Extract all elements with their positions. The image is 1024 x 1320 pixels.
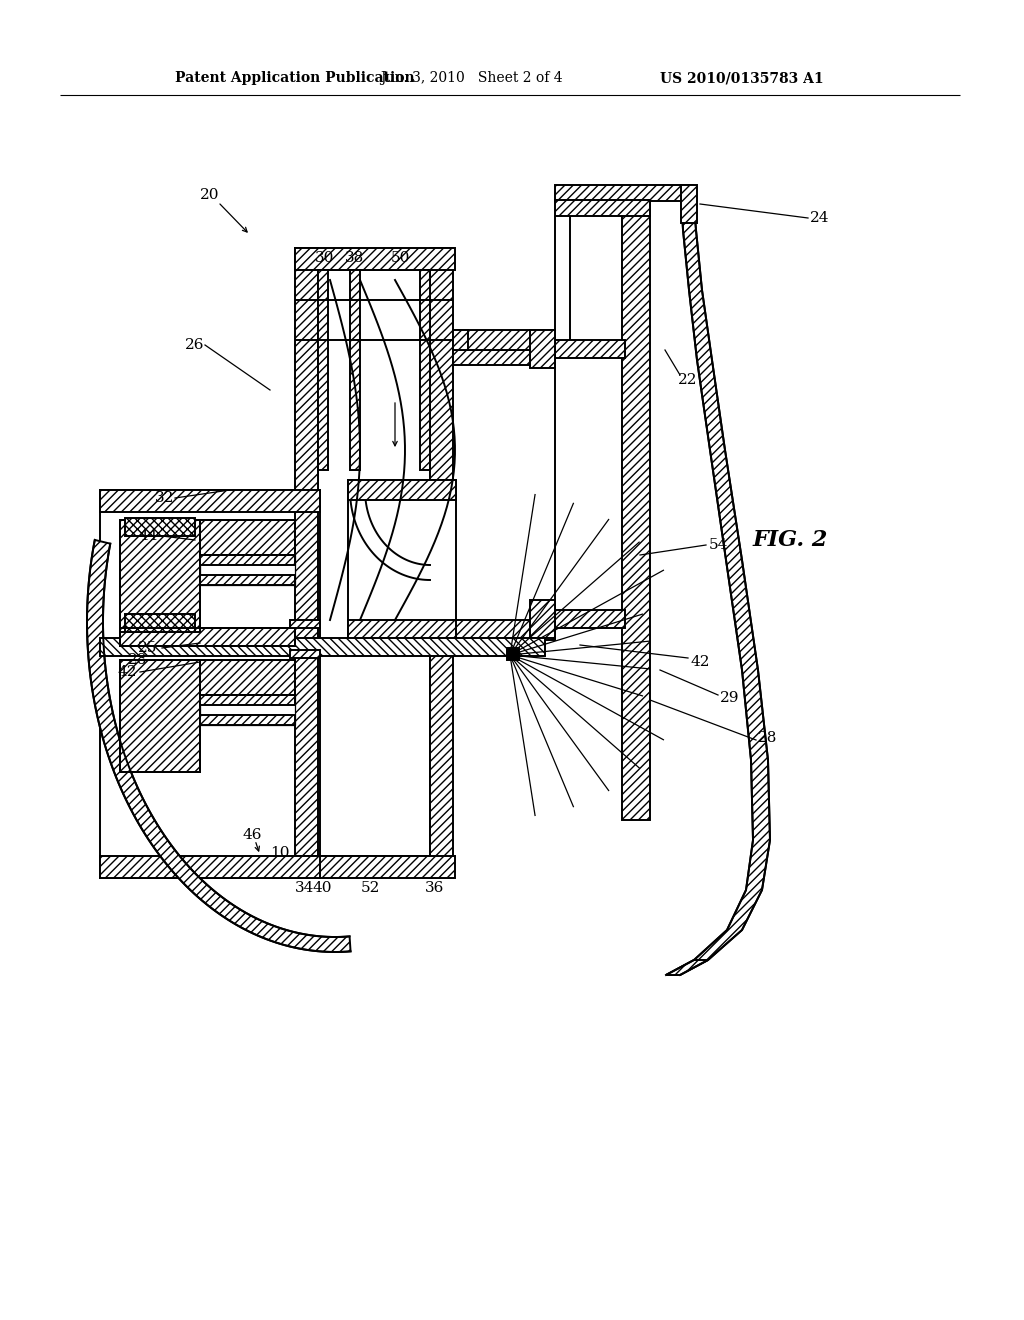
Bar	[530, 601, 555, 638]
Bar	[100, 855, 319, 878]
Text: 50: 50	[390, 251, 410, 265]
Bar	[200, 660, 295, 696]
Bar	[290, 649, 319, 657]
Text: 32: 32	[156, 491, 175, 506]
Bar	[348, 620, 456, 640]
Text: 52: 52	[360, 880, 380, 895]
Bar	[120, 628, 295, 645]
Bar	[200, 554, 295, 565]
Text: 10: 10	[270, 846, 290, 861]
Text: 36: 36	[425, 880, 444, 895]
Bar	[453, 350, 555, 366]
Text: 26: 26	[185, 338, 205, 352]
Bar	[420, 271, 430, 470]
Bar	[295, 248, 455, 271]
Text: 44: 44	[138, 529, 158, 543]
Bar	[681, 185, 697, 223]
Bar	[453, 330, 555, 350]
Bar	[120, 520, 200, 632]
Bar	[348, 480, 456, 500]
Text: 22: 22	[678, 374, 697, 387]
Bar	[530, 330, 555, 368]
Bar	[555, 201, 650, 216]
Bar	[200, 554, 295, 585]
Text: US 2010/0135783 A1: US 2010/0135783 A1	[660, 71, 823, 84]
Bar	[100, 490, 319, 878]
Bar	[318, 271, 328, 470]
Bar	[120, 660, 200, 772]
Text: 24: 24	[810, 211, 829, 224]
Text: 29: 29	[720, 690, 739, 705]
Bar	[555, 185, 693, 201]
Text: 30: 30	[315, 251, 335, 265]
Bar	[348, 480, 456, 640]
Text: 20: 20	[201, 187, 220, 202]
Bar	[200, 520, 295, 554]
Bar	[453, 620, 555, 640]
Bar	[200, 660, 295, 696]
Polygon shape	[666, 193, 770, 975]
Bar	[507, 648, 519, 660]
Bar	[453, 330, 468, 350]
Bar	[120, 660, 200, 772]
Bar	[200, 520, 295, 554]
Text: 28: 28	[759, 731, 777, 744]
Text: 28: 28	[128, 653, 147, 667]
Text: 42: 42	[118, 665, 137, 678]
Text: 46: 46	[243, 828, 262, 842]
Text: Jun. 3, 2010   Sheet 2 of 4: Jun. 3, 2010 Sheet 2 of 4	[380, 71, 562, 84]
Bar	[125, 614, 195, 632]
Text: 40: 40	[312, 880, 332, 895]
Text: Patent Application Publication: Patent Application Publication	[175, 71, 415, 84]
Bar	[295, 248, 318, 878]
Bar	[200, 715, 295, 725]
Text: 34: 34	[295, 880, 314, 895]
Bar	[350, 271, 360, 470]
Bar	[200, 696, 295, 705]
Bar	[100, 638, 545, 656]
Bar	[555, 341, 625, 358]
Text: 42: 42	[690, 655, 710, 669]
Bar	[120, 520, 200, 632]
Polygon shape	[666, 960, 708, 975]
Text: 25: 25	[138, 642, 158, 655]
Text: FIG. 2: FIG. 2	[753, 529, 827, 550]
Bar	[430, 248, 453, 878]
Bar	[295, 855, 455, 878]
Bar	[622, 201, 650, 820]
Bar	[120, 628, 295, 645]
Bar	[318, 271, 430, 855]
Polygon shape	[87, 540, 350, 952]
Bar	[290, 620, 319, 628]
Text: 38: 38	[345, 251, 365, 265]
Bar	[200, 576, 295, 585]
Bar	[555, 610, 625, 628]
Bar	[200, 696, 295, 725]
Text: 54: 54	[709, 539, 728, 552]
Bar	[125, 517, 195, 536]
Bar	[100, 490, 319, 512]
